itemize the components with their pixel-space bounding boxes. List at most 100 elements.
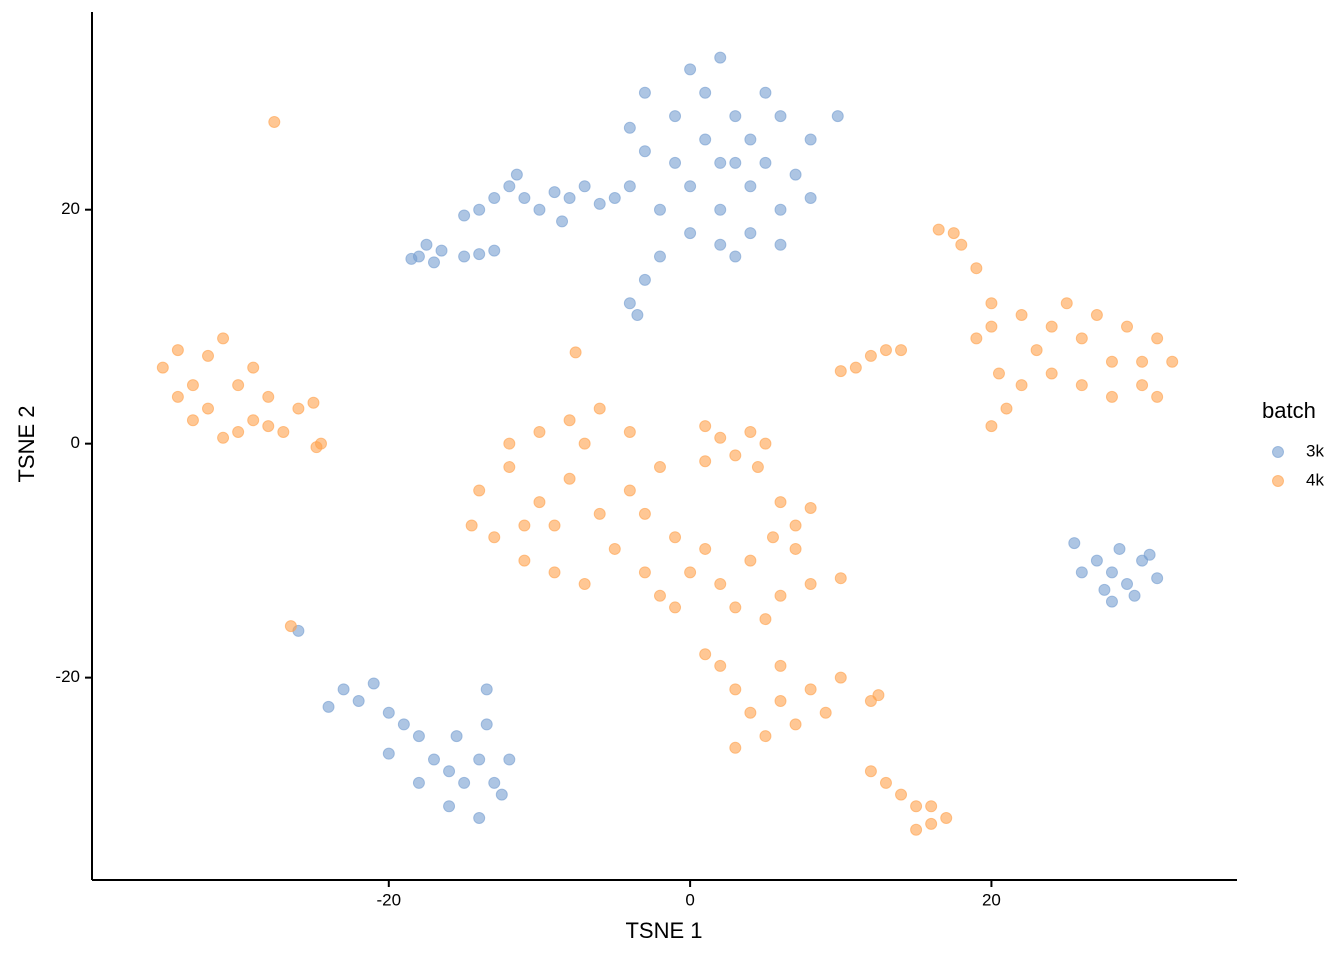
- point: [653, 589, 666, 602]
- point: [774, 496, 787, 509]
- point: [623, 121, 636, 134]
- point: [488, 244, 501, 257]
- point: [759, 730, 772, 743]
- point: [684, 566, 697, 579]
- point: [277, 425, 290, 438]
- point: [729, 449, 742, 462]
- point: [465, 519, 478, 532]
- point: [569, 346, 582, 359]
- point: [1105, 595, 1118, 608]
- point: [759, 86, 772, 99]
- point: [503, 461, 516, 474]
- point: [804, 683, 817, 696]
- point: [714, 203, 727, 216]
- point: [985, 320, 998, 333]
- point: [1151, 332, 1164, 345]
- point: [1090, 308, 1103, 321]
- point: [473, 248, 486, 261]
- legend-label: 3k: [1306, 441, 1324, 460]
- point: [834, 671, 847, 684]
- point: [1068, 537, 1081, 550]
- point: [488, 776, 501, 789]
- point: [443, 800, 456, 813]
- point: [925, 817, 938, 830]
- point: [1121, 578, 1134, 591]
- point: [247, 361, 260, 374]
- point: [879, 344, 892, 357]
- point: [638, 145, 651, 158]
- point: [653, 461, 666, 474]
- point: [804, 133, 817, 146]
- point: [1090, 554, 1103, 567]
- point: [503, 180, 516, 193]
- point: [699, 133, 712, 146]
- point: [1136, 379, 1149, 392]
- point: [262, 420, 275, 433]
- point: [834, 365, 847, 378]
- point: [623, 484, 636, 497]
- point: [669, 156, 682, 169]
- point: [729, 741, 742, 754]
- point: [744, 425, 757, 438]
- point: [774, 238, 787, 251]
- point: [1015, 308, 1028, 321]
- point: [217, 332, 230, 345]
- point: [156, 361, 169, 374]
- point: [744, 706, 757, 719]
- point: [653, 203, 666, 216]
- point: [593, 507, 606, 520]
- point: [548, 186, 561, 199]
- point: [593, 197, 606, 210]
- point: [503, 753, 516, 766]
- point: [420, 238, 433, 251]
- point: [970, 262, 983, 275]
- point: [774, 203, 787, 216]
- point: [759, 437, 772, 450]
- point: [1045, 367, 1058, 380]
- point: [480, 683, 493, 696]
- point: [1075, 332, 1088, 345]
- point: [669, 110, 682, 123]
- point: [684, 180, 697, 193]
- point: [985, 420, 998, 433]
- legend-key: [1272, 446, 1284, 458]
- point: [744, 133, 757, 146]
- point: [473, 812, 486, 824]
- point: [518, 554, 531, 567]
- point: [593, 402, 606, 415]
- point: [744, 227, 757, 240]
- point: [864, 765, 877, 778]
- point: [925, 800, 938, 813]
- point: [473, 484, 486, 497]
- point: [262, 390, 275, 403]
- point: [638, 566, 651, 579]
- point: [548, 519, 561, 532]
- point: [563, 472, 576, 485]
- point: [910, 823, 923, 836]
- point: [171, 344, 184, 357]
- point: [744, 554, 757, 567]
- point: [1121, 320, 1134, 333]
- y-axis-label: TSNE 2: [14, 405, 39, 482]
- point: [608, 192, 621, 204]
- point: [443, 765, 456, 778]
- point: [352, 695, 365, 708]
- point: [578, 578, 591, 591]
- point: [804, 578, 817, 591]
- point: [759, 613, 772, 626]
- point: [292, 402, 305, 415]
- point: [548, 566, 561, 579]
- point: [1060, 297, 1073, 310]
- point: [699, 420, 712, 433]
- point: [1143, 548, 1156, 561]
- point: [669, 531, 682, 544]
- point: [638, 507, 651, 520]
- point: [247, 414, 260, 427]
- point: [684, 227, 697, 240]
- point: [804, 192, 817, 204]
- point: [412, 776, 425, 789]
- point: [1151, 390, 1164, 403]
- point: [488, 531, 501, 544]
- x-tick-label: 0: [685, 890, 694, 909]
